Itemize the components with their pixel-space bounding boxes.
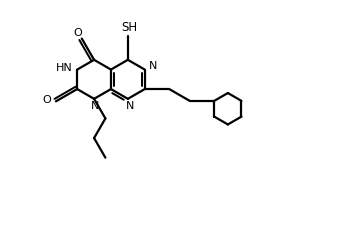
Text: O: O <box>43 95 52 105</box>
Text: SH: SH <box>121 21 137 34</box>
Text: N: N <box>149 61 157 71</box>
Text: O: O <box>74 28 82 38</box>
Text: HN: HN <box>55 63 72 73</box>
Text: N: N <box>91 101 100 111</box>
Text: N: N <box>126 101 134 111</box>
